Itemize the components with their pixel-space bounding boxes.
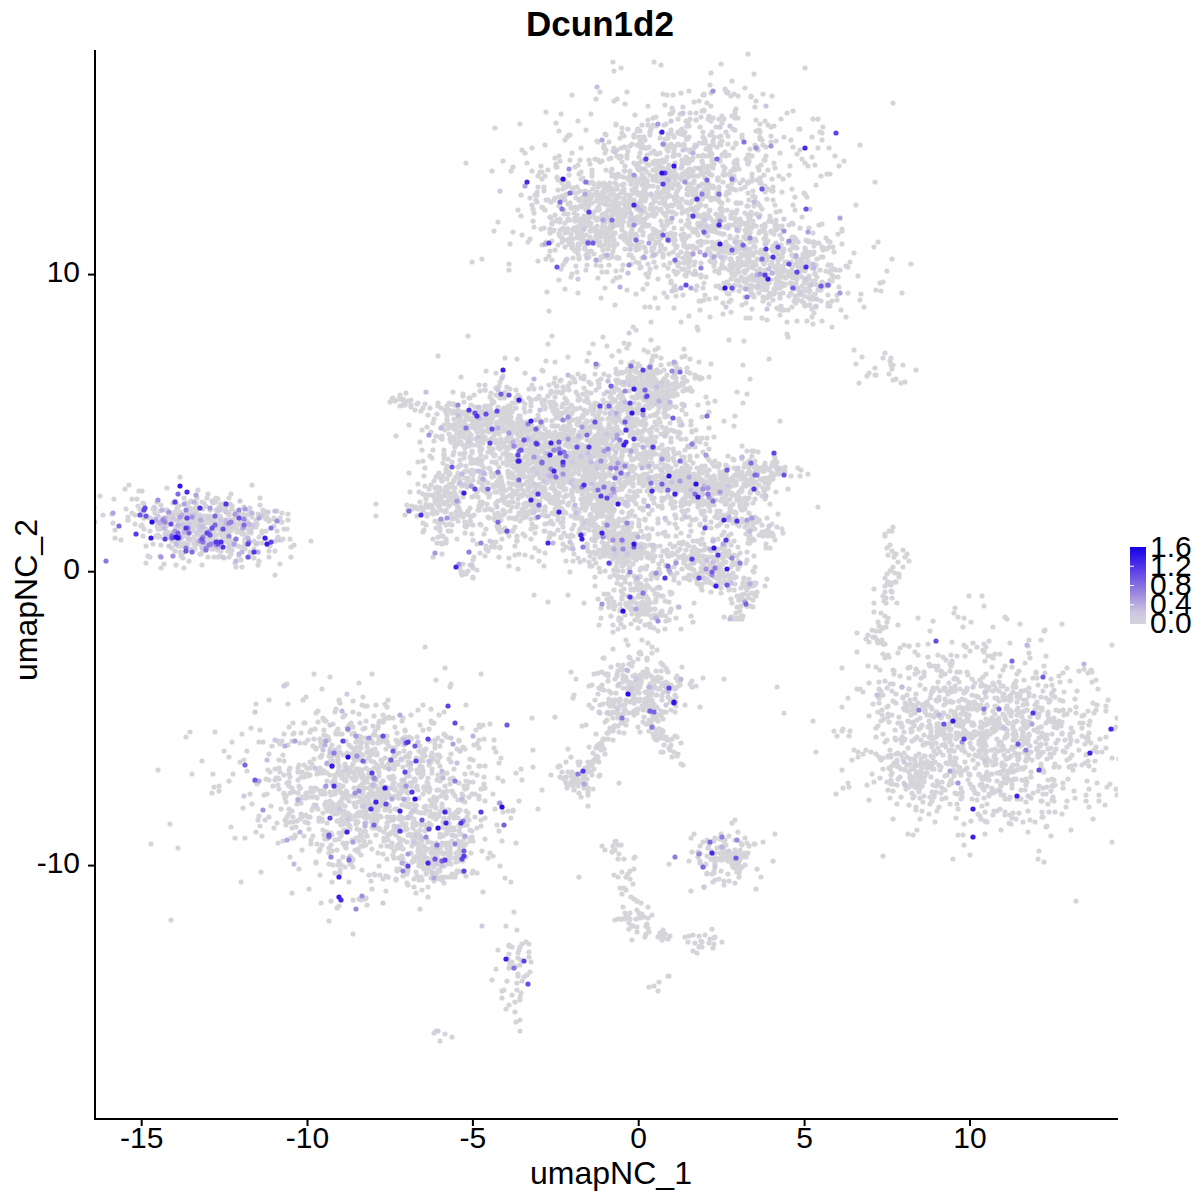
svg-text:-10: -10	[37, 846, 80, 879]
svg-text:-5: -5	[460, 1121, 487, 1154]
svg-text:0: 0	[63, 552, 80, 585]
svg-text:0.0: 0.0	[1150, 606, 1192, 639]
svg-text:10: 10	[953, 1121, 986, 1154]
svg-text:5: 5	[796, 1121, 813, 1154]
svg-text:-10: -10	[286, 1121, 329, 1154]
svg-text:0: 0	[630, 1121, 647, 1154]
svg-text:-15: -15	[120, 1121, 163, 1154]
svg-text:10: 10	[47, 255, 80, 288]
